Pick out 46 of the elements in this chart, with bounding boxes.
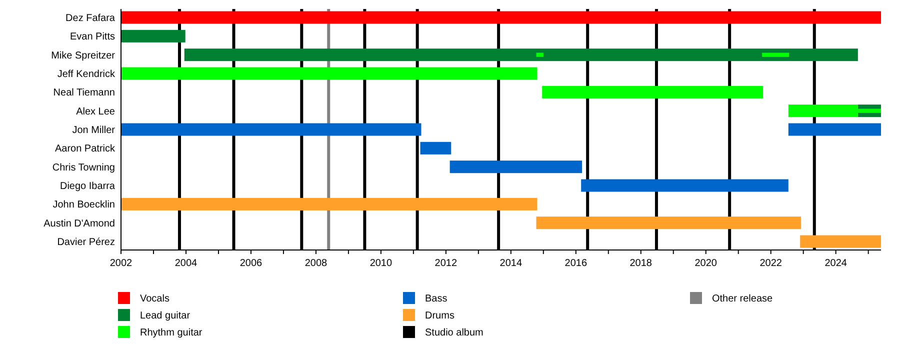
y-tick-label: Davier Pérez <box>57 237 115 248</box>
x-tick-label: 2004 <box>174 258 198 269</box>
x-tick-label: 2018 <box>630 258 652 269</box>
y-tick-label: Jon Miller <box>72 125 116 136</box>
x-tick-label: 2008 <box>304 258 328 269</box>
x-tick-label: 2006 <box>240 258 263 269</box>
y-tick-label: Aaron Patrick <box>54 144 116 155</box>
bar <box>121 123 422 136</box>
y-tick-label: Diego Ibarra <box>60 181 116 192</box>
y-tick-label: Mike Spreitzer <box>51 50 116 62</box>
y-tick-label: Evan Pitts <box>70 32 115 43</box>
legend-label: Studio album <box>425 328 484 338</box>
y-tick-label: Dez Fafara <box>66 12 116 24</box>
x-tick-label: 2010 <box>370 258 392 269</box>
bar <box>121 30 186 42</box>
legend-label: Other release <box>712 294 774 304</box>
bar <box>450 160 582 174</box>
y-tick-label: Jeff Kendrick <box>57 68 116 80</box>
y-tick-label: Neal Tiemann <box>53 88 115 99</box>
x-tick-label: 2012 <box>434 258 458 269</box>
bar <box>800 235 881 248</box>
bar <box>542 86 764 98</box>
x-tick-label: 2022 <box>760 258 782 269</box>
bar <box>788 123 881 136</box>
bar <box>121 67 538 80</box>
bar <box>762 52 790 57</box>
bar <box>121 11 881 24</box>
bar <box>420 142 452 154</box>
legend-label: Lead guitar <box>140 310 191 322</box>
bar <box>581 179 788 192</box>
x-tick-label: 2024 <box>824 258 848 269</box>
bar <box>184 48 858 62</box>
legend-label: Drums <box>425 310 454 322</box>
y-tick-label: Alex Lee <box>76 106 116 118</box>
y-tick-label: Austin D'Amond <box>44 218 115 230</box>
bar <box>121 198 538 210</box>
legend-label: Vocals <box>140 294 170 304</box>
legend-label: Bass <box>425 294 448 304</box>
legend-label: Rhythm guitar <box>140 328 203 338</box>
y-tick-label: Chris Towning <box>52 162 115 174</box>
x-tick-label: 2016 <box>564 258 588 269</box>
x-tick-label: 2014 <box>500 258 522 269</box>
x-tick-label: 2020 <box>694 258 718 269</box>
x-tick-label: 2002 <box>110 258 133 269</box>
y-tick-label: John Boecklin <box>52 200 115 211</box>
bar <box>536 216 802 230</box>
